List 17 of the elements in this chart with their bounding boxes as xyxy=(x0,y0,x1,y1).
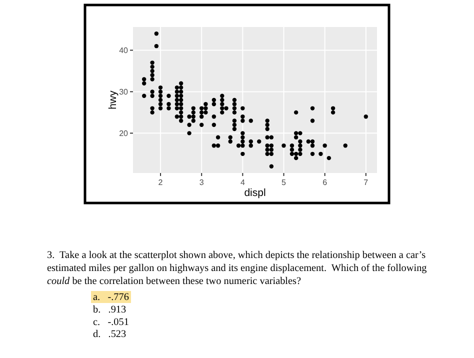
y-tick-label: 40 xyxy=(119,46,129,56)
y-tick-label: 20 xyxy=(119,129,129,138)
y-axis-title: hwy xyxy=(107,90,119,110)
x-axis-title: displ xyxy=(244,187,266,199)
x-tick-label: 6 xyxy=(322,178,328,187)
text: estimated miles per gallon on highways and its engine displacement. Which of the following xyxy=(47,263,427,274)
y-tick-label: 30 xyxy=(119,88,129,97)
text: c. -.051 xyxy=(93,316,129,328)
text: b. .913 xyxy=(93,304,126,316)
x-tick-label: 7 xyxy=(364,178,369,187)
x-tick-label: 2 xyxy=(158,178,164,187)
text: 3. Take a look at the scatterplot shown above, which depicts the relationship between a car’s xyxy=(47,250,426,261)
x-tick-label: 3 xyxy=(199,178,204,187)
text: d. .523 xyxy=(93,329,126,340)
x-tick-label: 4 xyxy=(240,178,246,187)
text: could be the correlation between these two numeric variables? xyxy=(47,276,302,287)
x-tick-label: 5 xyxy=(282,178,287,187)
